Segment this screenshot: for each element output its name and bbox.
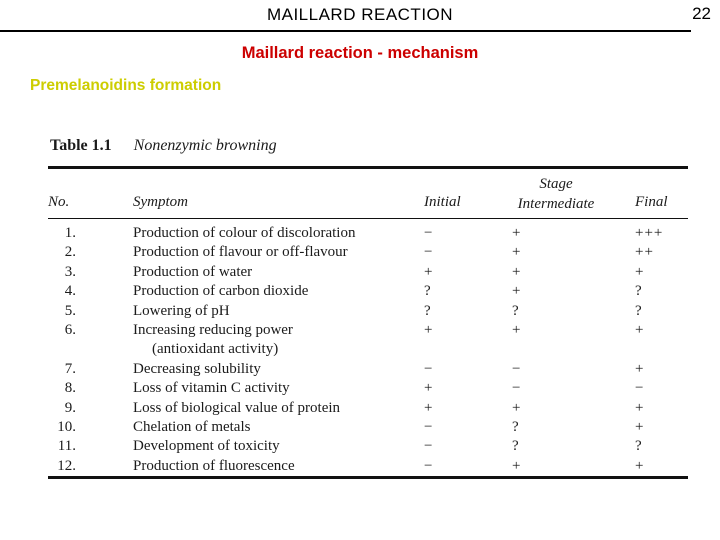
cell-initial: −: [424, 225, 434, 241]
cell-intermediate: +: [512, 225, 522, 241]
cell-no: 8.: [64, 380, 76, 397]
table-rule-header: [48, 218, 688, 219]
table-row: 6. Increasing reducing power (antioxidant…: [48, 321, 688, 360]
table-row: 3. Production of water + + +: [48, 263, 688, 282]
table-caption-title: Nonenzymic browning: [133, 137, 277, 154]
slide-subtitle: Maillard reaction - mechanism: [241, 44, 479, 62]
cell-final: −: [635, 380, 645, 397]
cell-final: ++: [635, 244, 654, 261]
cell-initial: −: [424, 438, 434, 455]
cell-no: 1.: [64, 225, 76, 241]
table-row: 12. Production of fluorescence − + +: [48, 457, 688, 476]
cell-final: +: [635, 399, 645, 416]
cell-intermediate: +: [512, 244, 522, 261]
table-body: 1. Production of colour of discoloration…: [48, 224, 688, 476]
cell-symptom: Loss of vitamin C activity: [133, 380, 290, 397]
cell-no: 2.: [64, 244, 76, 261]
cell-no: 4.: [64, 283, 76, 300]
cell-final: ?: [635, 283, 643, 300]
cell-intermediate: +: [512, 263, 522, 280]
table-rule-bottom: [48, 476, 688, 479]
cell-initial: ?: [424, 283, 432, 300]
cell-no: 10.: [57, 419, 76, 436]
table-row: 10. Chelation of metals − ? +: [48, 418, 688, 437]
cell-initial: +: [424, 380, 434, 397]
cell-symptom: Production of carbon dioxide: [133, 283, 309, 300]
col-header-final: Final: [635, 194, 668, 210]
cell-no: 6.: [64, 322, 76, 339]
cell-initial: −: [424, 457, 434, 474]
table-row: 4. Production of carbon dioxide ? + ?: [48, 282, 688, 301]
cell-intermediate: +: [512, 399, 522, 416]
cell-initial: +: [424, 263, 434, 280]
table-figure: Table 1.1 Nonenzymic browning No. Symptom…: [48, 128, 688, 488]
col-header-initial: Initial: [424, 194, 461, 210]
slide-title: MAILLARD REACTION: [266, 5, 454, 24]
section-heading: Premelanoidins formation: [30, 77, 222, 94]
cell-no: 12.: [57, 457, 76, 474]
cell-symptom: Production of water: [133, 263, 253, 280]
cell-initial: +: [424, 399, 434, 416]
cell-initial: +: [424, 322, 434, 339]
cell-intermediate: +: [512, 283, 522, 300]
cell-intermediate: ?: [512, 419, 520, 436]
table-row: 5. Lowering of pH ? ? ?: [48, 302, 688, 321]
cell-initial: −: [424, 419, 434, 436]
cell-intermediate: +: [512, 322, 522, 339]
cell-symptom: Lowering of pH: [133, 302, 230, 319]
page-number: 22: [692, 4, 711, 23]
table-row: 11. Development of toxicity − ? ?: [48, 437, 688, 456]
cell-intermediate: ?: [512, 438, 520, 455]
cell-symptom: Increasing reducing power (antioxidant ac…: [133, 321, 424, 360]
cell-final: +: [635, 322, 645, 339]
table-row: 9. Loss of biological value of protein +…: [48, 399, 688, 418]
col-header-stage-intermediate: Stage Intermediate: [510, 174, 602, 214]
cell-symptom: Production of fluorescence: [133, 457, 295, 474]
col-header-intermediate: Intermediate: [517, 196, 595, 212]
cell-symptom: Loss of biological value of protein: [133, 399, 341, 416]
cell-no: 5.: [64, 302, 76, 319]
table-rule-top: [48, 166, 688, 169]
cell-symptom: Development of toxicity: [133, 438, 280, 455]
cell-no: 9.: [64, 399, 76, 416]
cell-no: 11.: [57, 438, 76, 455]
cell-intermediate: +: [512, 457, 522, 474]
cell-symptom: Production of flavour or off-flavour: [133, 244, 348, 261]
cell-symptom: Chelation of metals: [133, 419, 251, 436]
cell-intermediate: ?: [512, 302, 520, 319]
table-row: 8. Loss of vitamin C activity + − −: [48, 379, 688, 398]
table-row: 1. Production of colour of discoloration…: [48, 224, 688, 243]
cell-intermediate: −: [512, 380, 522, 397]
cell-initial: −: [424, 244, 434, 261]
cell-no: 7.: [64, 360, 76, 377]
table-row: 2. Production of flavour or off-flavour …: [48, 243, 688, 262]
col-header-symptom: Symptom: [133, 194, 188, 210]
cell-symptom: Decreasing solubility: [133, 360, 261, 377]
cell-no: 3.: [64, 263, 76, 280]
cell-symptom: Production of colour of discoloration: [133, 225, 356, 241]
cell-final: ?: [635, 302, 643, 319]
cell-final: +++: [635, 225, 664, 241]
cell-initial: −: [424, 360, 434, 377]
cell-final: +: [635, 419, 645, 436]
table-header-row: No. Symptom Initial Stage Intermediate F…: [48, 128, 688, 218]
cell-symptom-line2: (antioxidant activity): [152, 341, 279, 358]
table-caption: Table 1.1 Nonenzymic browning: [50, 137, 277, 155]
table-row: 7. Decreasing solubility − − +: [48, 360, 688, 379]
cell-final: +: [635, 457, 645, 474]
col-header-stage: Stage: [539, 176, 573, 192]
col-header-no: No.: [48, 194, 70, 210]
cell-intermediate: −: [512, 360, 522, 377]
cell-final: +: [635, 263, 645, 280]
table-caption-label: Table 1.1: [50, 137, 112, 154]
cell-final: +: [635, 360, 645, 377]
cell-initial: ?: [424, 302, 432, 319]
header-divider: [0, 30, 691, 32]
cell-final: ?: [635, 438, 643, 455]
